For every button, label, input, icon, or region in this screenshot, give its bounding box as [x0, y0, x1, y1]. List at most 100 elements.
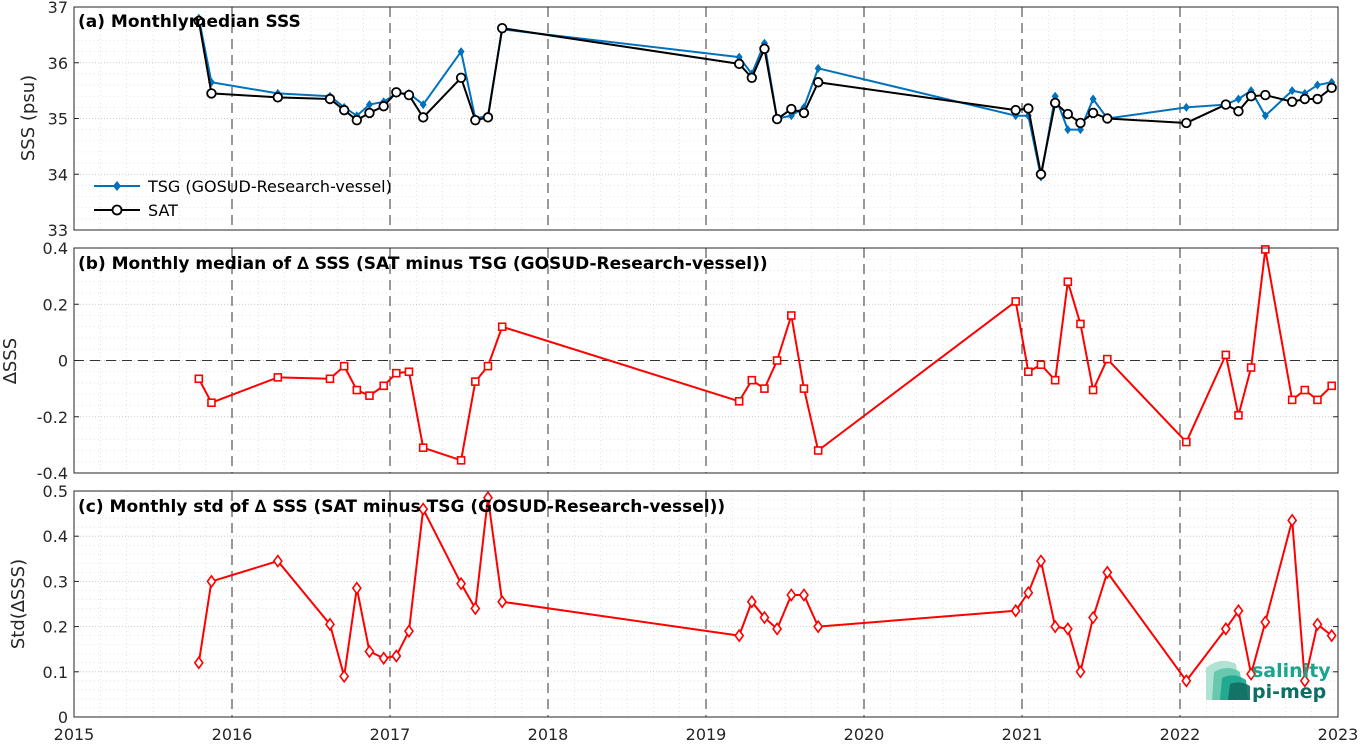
data-point: [1075, 664, 1086, 679]
data-point: [1299, 673, 1310, 688]
data-point: [418, 443, 428, 452]
data-point: [1010, 104, 1021, 116]
data-point: [193, 15, 205, 27]
panel-a: 33 34 35 36 37 SSS (psu) (a) Monthlymedian S…: [18, 0, 1339, 240]
data-point: [456, 576, 467, 591]
x-tick-label: 2019: [686, 725, 727, 744]
y-tick-label: 33: [48, 221, 68, 240]
data-point: [1023, 103, 1034, 114]
data-point: [378, 101, 389, 112]
panel-c-ylabel: Std(∆SSS): [8, 559, 29, 649]
data-point: [1233, 603, 1244, 618]
data-point: [1182, 102, 1190, 112]
data-point: [1327, 381, 1336, 391]
y-tick-label: -0.4: [37, 464, 68, 483]
y-tick-label: -0.2: [37, 408, 68, 427]
data-point: [746, 72, 758, 84]
data-point: [786, 103, 797, 115]
data-point: [1010, 603, 1021, 618]
data-point: [273, 373, 283, 382]
x-tick-label: 2023: [1318, 725, 1359, 744]
data-point: [733, 58, 745, 70]
data-point: [1246, 667, 1257, 681]
data-point: [483, 361, 493, 371]
data-point: [364, 107, 375, 119]
data-point: [1076, 319, 1085, 329]
data-point: [1088, 385, 1098, 395]
data-point: [1246, 363, 1256, 372]
data-point: [734, 396, 744, 406]
logo-line2: pi-mep: [1252, 681, 1326, 703]
data-point: [759, 43, 770, 55]
data-point: [1220, 99, 1232, 110]
data-point: [812, 77, 824, 88]
y-tick-label: 0.5: [43, 482, 68, 501]
x-tick-label: 2021: [1002, 725, 1043, 744]
data-point: [418, 502, 429, 516]
y-tick-label: 0: [58, 352, 68, 371]
legend-sat-marker: [111, 204, 123, 216]
data-point: [403, 89, 415, 101]
data-point: [1260, 615, 1271, 629]
data-point: [457, 47, 465, 57]
data-point: [455, 72, 467, 84]
data-point: [1261, 245, 1270, 254]
y-tick-label: 35: [48, 110, 68, 129]
data-point: [1035, 554, 1046, 568]
data-point: [1102, 565, 1113, 580]
data-point: [206, 574, 217, 589]
data-point: [324, 93, 336, 105]
data-point: [417, 112, 429, 123]
data-point: [798, 588, 809, 602]
data-point: [404, 367, 414, 377]
data-point: [1049, 97, 1061, 109]
data-point: [391, 649, 402, 663]
data-point: [1011, 297, 1020, 306]
data-point: [403, 624, 414, 638]
panel-c: 0 0.1 0.2 0.3 0.4 0.5 2015 2016 2017 2018 2019 202…: [8, 482, 1358, 744]
data-point: [1286, 96, 1298, 107]
data-point: [207, 398, 216, 407]
x-tick-label: 2015: [54, 725, 95, 744]
data-point: [1062, 108, 1074, 120]
data-point: [1234, 411, 1243, 420]
data-point: [456, 456, 466, 465]
data-point: [1035, 169, 1047, 180]
panel-c-title: (c) Monthly std of ∆ SSS (SAT minus TSG …: [78, 497, 725, 517]
data-point: [813, 446, 823, 455]
data-point: [193, 655, 204, 670]
data-point: [1313, 395, 1322, 405]
x-tick-label: 2017: [370, 725, 411, 744]
data-point: [1088, 610, 1099, 625]
data-point: [786, 588, 797, 602]
data-point: [392, 368, 401, 378]
data-point: [1087, 107, 1099, 119]
data-point: [1260, 89, 1271, 101]
data-point: [772, 356, 782, 365]
data-point: [1287, 395, 1297, 405]
data-point: [1261, 111, 1269, 121]
data-point: [798, 107, 810, 119]
data-point: [470, 114, 481, 126]
data-point: [1181, 117, 1192, 129]
data-point: [272, 554, 283, 568]
data-point: [1288, 86, 1296, 96]
data-point: [1299, 93, 1311, 105]
y-tick-label: 34: [48, 165, 68, 184]
data-point: [1182, 437, 1191, 447]
data-point: [1326, 82, 1337, 94]
legend-sat-label: SAT: [148, 201, 178, 220]
data-point: [365, 391, 374, 400]
data-point: [325, 374, 335, 384]
data-point: [1287, 513, 1298, 528]
data-point: [1313, 80, 1321, 90]
y-tick-label: 36: [48, 54, 68, 73]
data-point: [378, 651, 389, 666]
data-point: [194, 374, 204, 384]
data-point: [206, 88, 217, 99]
y-tick-label: 0.3: [43, 572, 68, 591]
data-point: [734, 628, 745, 643]
data-point: [1245, 90, 1257, 102]
x-tick-label: 2022: [1160, 725, 1201, 744]
